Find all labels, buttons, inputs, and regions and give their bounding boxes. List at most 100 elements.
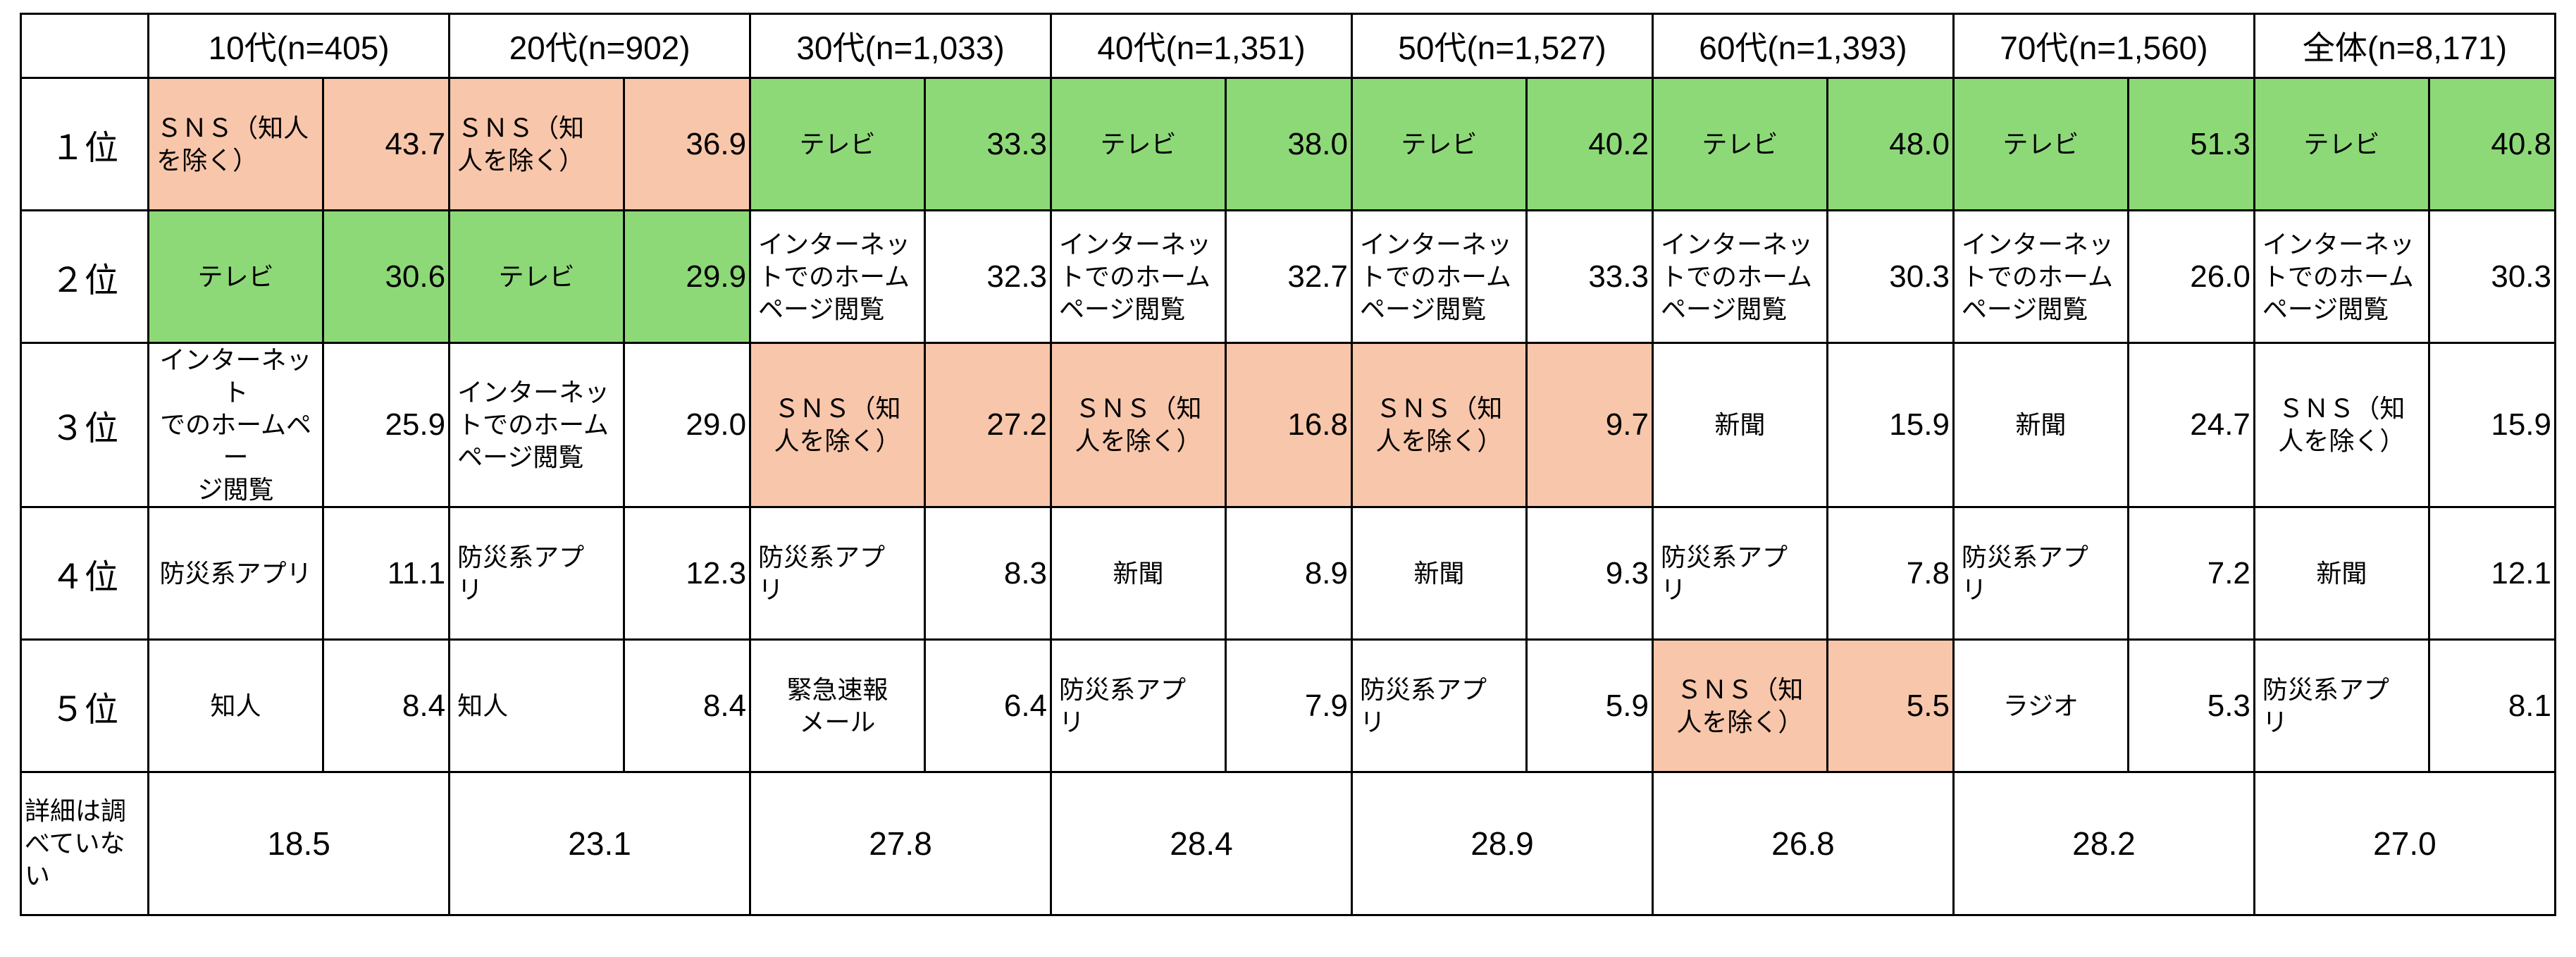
item-cell: インターネッ トでのホーム ページ閲覧 [448,342,625,508]
item-cell: ＳＮＳ（知 人を除く） [1350,342,1528,508]
item-cell: 新聞 [1350,506,1528,641]
value-cell: 40.8 [2427,77,2557,211]
value-cell: 15.9 [2427,342,2557,508]
item-cell: 知人 [448,638,625,773]
item-cell: 新聞 [1952,342,2129,508]
item-cell: テレビ [1350,77,1528,211]
value-cell: 7.8 [1826,506,1955,641]
value-cell: 33.3 [1525,209,1654,344]
detail-value: 28.2 [1952,771,2255,916]
item-cell: 防災系アプ リ [1952,506,2129,641]
rank-row: １位 ＳＮＳ（知人 を除く） 43.7 ＳＮＳ（知 人を除く） 36.9 テレビ 33.3 テ… [19,77,2557,211]
value-cell: 9.7 [1525,342,1654,508]
value-cell: 51.3 [2126,77,2255,211]
rank-label: １位 [19,77,150,211]
item-cell: インターネッ トでのホーム ページ閲覧 [1952,209,2129,344]
value-cell: 32.7 [1224,209,1353,344]
ranking-table: 10代(n=405) 20代(n=902) 30代(n=1,033) 40代(n=1,… [19,13,2557,916]
value-cell: 29.0 [622,342,752,508]
value-cell: 6.4 [923,638,1053,773]
value-cell: 8.1 [2427,638,2557,773]
item-cell: インターネッ トでのホーム ページ閲覧 [1651,209,1828,344]
detail-value: 27.8 [749,771,1053,916]
item-cell: テレビ [1651,77,1828,211]
item-cell: 知人 [147,638,324,773]
item-cell: テレビ [448,209,625,344]
value-cell: 12.1 [2427,506,2557,641]
item-cell: インターネッ トでのホーム ページ閲覧 [749,209,926,344]
column-header: 10代(n=405) [147,13,451,79]
value-cell: 30.3 [2427,209,2557,344]
item-cell: テレビ [147,209,324,344]
value-cell: 7.2 [2126,506,2255,641]
item-cell: 防災系アプ リ [1651,506,1828,641]
item-cell: 緊急速報 メール [749,638,926,773]
item-cell: 防災系アプ リ [1350,638,1528,773]
value-cell: 12.3 [622,506,752,641]
rank-label: ５位 [19,638,150,773]
value-cell: 9.3 [1525,506,1654,641]
item-cell: テレビ [749,77,926,211]
item-cell: 新聞 [2253,506,2430,641]
value-cell: 38.0 [1224,77,1353,211]
value-cell: 8.3 [923,506,1053,641]
detail-value: 28.9 [1350,771,1654,916]
rank-row: ５位 知人 8.4 知人 8.4 緊急速報 メール 6.4 防災系アプ リ 7.9 防災系アプ リ… [19,638,2557,773]
column-header: 50代(n=1,527) [1350,13,1654,79]
column-header: 全体(n=8,171) [2253,13,2557,79]
value-cell: 8.4 [321,638,451,773]
value-cell: 5.3 [2126,638,2255,773]
value-cell: 32.3 [923,209,1053,344]
rank-label: ２位 [19,209,150,344]
item-cell: 防災系アプリ [147,506,324,641]
item-cell: ＳＮＳ（知 人を除く） [448,77,625,211]
column-header: 20代(n=902) [448,13,752,79]
item-cell: ＳＮＳ（知 人を除く） [2253,342,2430,508]
value-cell: 24.7 [2126,342,2255,508]
rank-label: ４位 [19,506,150,641]
item-cell: テレビ [1952,77,2129,211]
value-cell: 48.0 [1826,77,1955,211]
column-header: 70代(n=1,560) [1952,13,2255,79]
value-cell: 26.0 [2126,209,2255,344]
value-cell: 30.6 [321,209,451,344]
detail-row: 詳細は調 べていな い 18.5 23.1 27.8 28.4 28.9 26.8 28.2 2… [19,771,2557,916]
rank-label: ３位 [19,342,150,508]
item-cell: ＳＮＳ（知 人を除く） [749,342,926,508]
value-cell: 15.9 [1826,342,1955,508]
value-cell: 40.2 [1525,77,1654,211]
value-cell: 30.3 [1826,209,1955,344]
value-cell: 36.9 [622,77,752,211]
item-cell: テレビ [1050,77,1227,211]
value-cell: 33.3 [923,77,1053,211]
value-cell: 25.9 [321,342,451,508]
item-cell: インターネッ トでのホーム ページ閲覧 [1350,209,1528,344]
item-cell: インターネッ トでのホーム ページ閲覧 [2253,209,2430,344]
detail-value: 28.4 [1050,771,1353,916]
item-cell: インターネット でのホームペー ジ閲覧 [147,342,324,508]
item-cell: 防災系アプ リ [749,506,926,641]
item-cell: 新聞 [1050,506,1227,641]
rank-row: ２位 テレビ 30.6 テレビ 29.9 インターネッ トでのホーム ページ閲覧 32.3 イ… [19,209,2557,344]
value-cell: 5.9 [1525,638,1654,773]
column-header: 60代(n=1,393) [1651,13,1955,79]
value-cell: 8.4 [622,638,752,773]
item-cell: 新聞 [1651,342,1828,508]
value-cell: 11.1 [321,506,451,641]
column-header: 40代(n=1,351) [1050,13,1353,79]
item-cell: 防災系アプ リ [2253,638,2430,773]
item-cell: 防災系アプ リ [448,506,625,641]
rank-row: ３位 インターネット でのホームペー ジ閲覧 25.9 インターネッ トでのホーム ペ… [19,342,2557,508]
detail-value: 27.0 [2253,771,2557,916]
header-row: 10代(n=405) 20代(n=902) 30代(n=1,033) 40代(n=1,… [19,13,2557,79]
item-cell: ラジオ [1952,638,2129,773]
item-cell: ＳＮＳ（知人 を除く） [147,77,324,211]
corner-cell [19,13,150,79]
value-cell: 29.9 [622,209,752,344]
item-cell: テレビ [2253,77,2430,211]
item-cell: ＳＮＳ（知 人を除く） [1651,638,1828,773]
item-cell: インターネッ トでのホーム ページ閲覧 [1050,209,1227,344]
value-cell: 16.8 [1224,342,1353,508]
detail-value: 23.1 [448,771,752,916]
detail-value: 18.5 [147,771,451,916]
